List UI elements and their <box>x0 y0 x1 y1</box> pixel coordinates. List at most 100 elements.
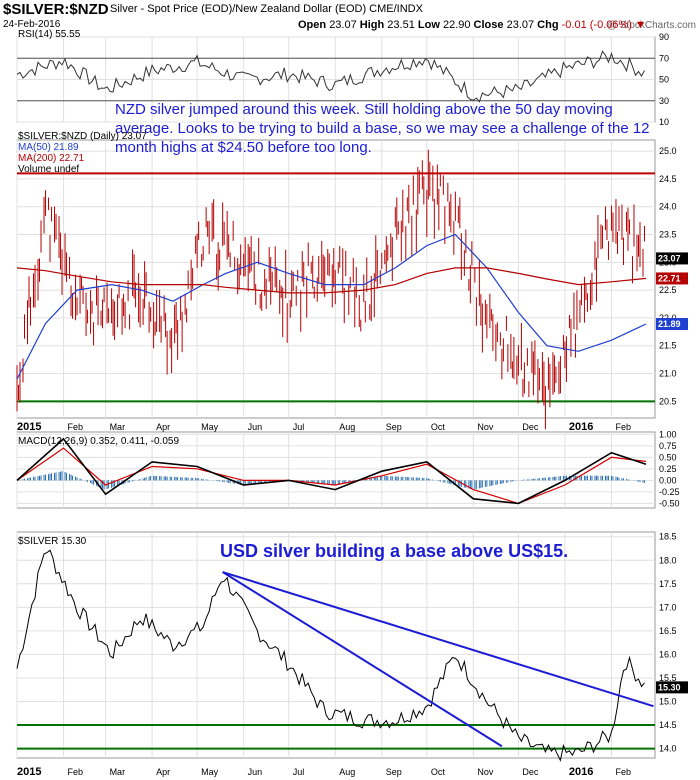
ma200-line <box>16 267 647 294</box>
y-tick-label: 90 <box>659 32 669 42</box>
y-tick-label: 17.5 <box>659 579 677 589</box>
x-tick-label: Aug <box>339 422 355 432</box>
symbol-title: $SILVER:$NZD <box>3 1 109 18</box>
price-last-tag: 23.07 <box>658 253 681 263</box>
x-tick-label: Jul <box>293 422 305 432</box>
y-tick-label: 0.50 <box>659 452 677 462</box>
y-tick-label: 70 <box>659 53 669 63</box>
chg-value: -0.01 (-0.06%) <box>561 19 632 31</box>
watermark: @ StockCharts.com <box>606 20 696 31</box>
y-tick-label: 16.0 <box>659 649 677 659</box>
y-tick-label: 20.5 <box>659 396 677 406</box>
x-tick-label: Jul <box>293 767 305 777</box>
x-tick-label: 2016 <box>569 421 593 433</box>
x-tick-label: Mar <box>110 422 126 432</box>
usd-last-tag: 15.30 <box>658 682 681 692</box>
ma200-legend: MA(200) 22.71 <box>18 153 85 164</box>
x-tick-label: Sep <box>386 767 402 777</box>
low-label: Low <box>417 19 440 31</box>
y-tick-label: 22.5 <box>659 285 677 295</box>
x-tick-label: Dec <box>522 422 539 432</box>
macd-legend: MACD(12,26,9) 0.352, 0.411, -0.059 <box>18 436 180 447</box>
macd-line <box>16 437 647 505</box>
chart-header: $SILVER:$NZD Silver - Spot Price (EOD)/N… <box>0 0 700 32</box>
ma50-legend: MA(50) 21.89 <box>18 142 79 153</box>
y-tick-label: 18.5 <box>659 532 677 542</box>
y-tick-label: 21.0 <box>659 369 677 379</box>
usd-last-tag-box <box>656 681 688 694</box>
x-tick-label: May <box>201 422 219 432</box>
high-value: 23.51 <box>387 19 415 31</box>
x-tick-label: Feb <box>68 422 84 432</box>
x-tick-label: Feb <box>615 422 631 432</box>
y-tick-label: 15.0 <box>659 697 677 707</box>
x-tick-label: May <box>201 767 219 777</box>
open-value: 23.07 <box>329 19 357 31</box>
ma50-last-tag-box <box>656 318 688 331</box>
usd-legend: $SILVER 15.30 <box>18 536 87 547</box>
y-tick-label: 30 <box>659 96 669 106</box>
y-tick-label: 1.00 <box>659 429 677 439</box>
y-tick-label: 14.0 <box>659 744 677 754</box>
ma200-last-tag: 22.71 <box>658 273 681 283</box>
open-label: Open <box>298 19 327 31</box>
x-tick-label: Apr <box>156 422 170 432</box>
y-tick-label: 15.5 <box>659 673 677 683</box>
close-label: Close <box>473 19 504 31</box>
y-tick-label: 0.75 <box>659 441 677 451</box>
y-tick-label: 16.5 <box>659 626 677 636</box>
close-value: 23.07 <box>506 19 535 31</box>
x-tick-label: 2015 <box>17 766 41 778</box>
nzd-annotation: NZD silver jumped around this week. Stil… <box>115 101 650 156</box>
x-tick-label: Feb <box>615 767 631 777</box>
y-tick-label: 25.0 <box>659 146 677 156</box>
x-tick-label: Mar <box>110 767 126 777</box>
y-tick-label: 14.5 <box>659 720 677 730</box>
low-value: 22.90 <box>442 19 471 31</box>
trendline <box>222 571 503 748</box>
y-tick-label: 21.5 <box>659 341 677 351</box>
high-label: High <box>359 19 385 31</box>
macd-signal-line <box>16 447 647 505</box>
trendline <box>222 571 654 708</box>
x-tick-label: Jun <box>248 767 263 777</box>
y-tick-label: 22.0 <box>659 313 677 323</box>
usd-annotation: USD silver building a base above US$15. <box>220 541 569 561</box>
symbol-description: Silver - Spot Price (EOD)/New Zealand Do… <box>110 3 423 15</box>
usd-price-line <box>16 549 645 762</box>
rsi-legend: RSI(14) 55.55 <box>18 29 81 40</box>
ma200-last-tag-box <box>656 272 688 285</box>
y-tick-label: 24.0 <box>659 202 677 212</box>
y-tick-label: 10 <box>659 117 669 127</box>
y-tick-label: -0.50 <box>659 498 680 508</box>
x-tick-label: Nov <box>477 767 494 777</box>
down-arrow-icon: ▼ <box>635 19 646 31</box>
y-tick-label: 50 <box>659 75 669 85</box>
y-tick-label: 18.0 <box>659 555 677 565</box>
x-tick-label: Feb <box>68 767 84 777</box>
y-tick-label: 17.0 <box>659 602 677 612</box>
ohlc-readout: Open 23.07 High 23.51 Low 22.90 Close 23… <box>298 19 646 31</box>
y-tick-label: 24.5 <box>659 174 677 184</box>
rsi-line <box>16 50 645 103</box>
price-legend: $SILVER:$NZD (Daily) 23.07 <box>18 131 147 142</box>
price-last-tag-box <box>656 252 688 265</box>
chart-date: 24-Feb-2016 <box>3 19 61 30</box>
x-tick-label: Nov <box>477 422 494 432</box>
chg-label: Chg <box>537 19 559 31</box>
x-tick-label: Aug <box>339 767 355 777</box>
ma50-line <box>16 233 647 380</box>
x-tick-label: Dec <box>522 767 539 777</box>
x-tick-label: 2016 <box>569 766 593 778</box>
x-tick-label: Apr <box>156 767 170 777</box>
x-tick-label: Oct <box>431 767 446 777</box>
y-tick-label: 23.5 <box>659 230 677 240</box>
y-tick-label: -0.25 <box>659 487 680 497</box>
y-tick-label: 0.25 <box>659 464 677 474</box>
x-tick-label: Sep <box>386 422 402 432</box>
ma50-last-tag: 21.89 <box>658 319 681 329</box>
volume-legend: Volume undef <box>18 164 80 175</box>
x-tick-label: Jun <box>248 422 263 432</box>
y-tick-label: 0.00 <box>659 475 677 485</box>
